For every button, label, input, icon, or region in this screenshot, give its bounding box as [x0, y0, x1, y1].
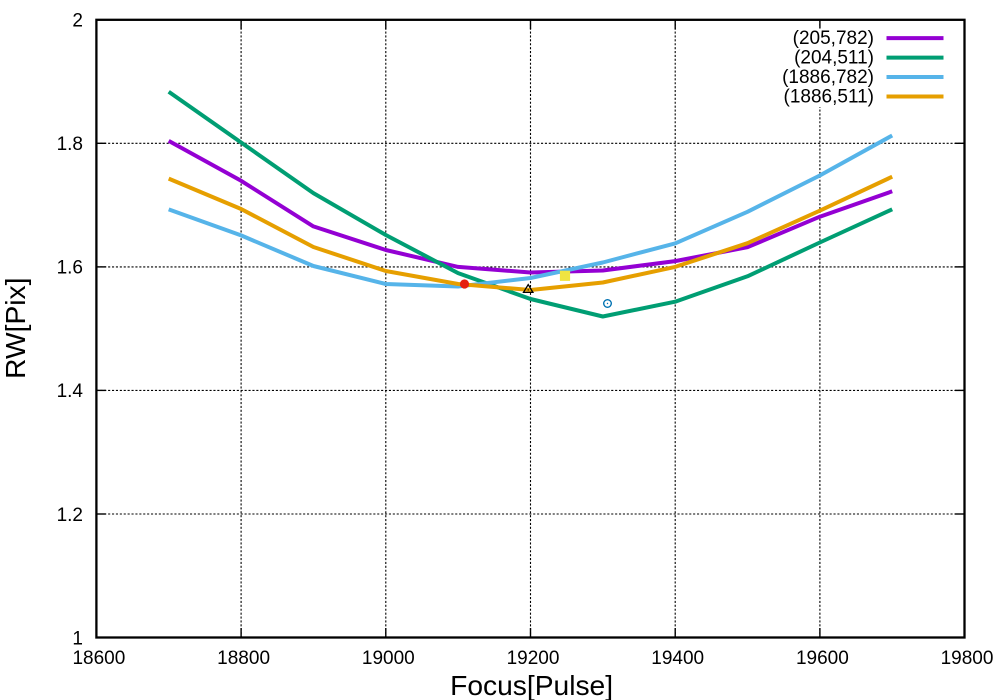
- svg-text:(1886,511): (1886,511): [784, 86, 875, 107]
- svg-text:(205,782): (205,782): [793, 28, 874, 49]
- svg-text:1.4: 1.4: [57, 381, 84, 402]
- svg-text:18800: 18800: [217, 648, 270, 669]
- svg-text:19200: 19200: [507, 648, 560, 669]
- svg-text:Focus[Pulse]: Focus[Pulse]: [450, 669, 613, 700]
- svg-text:18600: 18600: [72, 648, 125, 669]
- svg-text:(204,511): (204,511): [794, 48, 874, 69]
- svg-text:19400: 19400: [651, 648, 704, 669]
- svg-text:19600: 19600: [796, 648, 849, 669]
- svg-text:1.6: 1.6: [57, 258, 83, 279]
- svg-text:1.2: 1.2: [57, 505, 83, 526]
- svg-text:1.8: 1.8: [57, 134, 83, 155]
- svg-text:1: 1: [72, 628, 83, 649]
- svg-text:19800: 19800: [941, 648, 994, 669]
- svg-text:19000: 19000: [362, 648, 415, 669]
- svg-text:(1886,782): (1886,782): [782, 67, 874, 88]
- svg-text:RW[Pix]: RW[Pix]: [0, 278, 31, 379]
- svg-text:2: 2: [72, 11, 83, 32]
